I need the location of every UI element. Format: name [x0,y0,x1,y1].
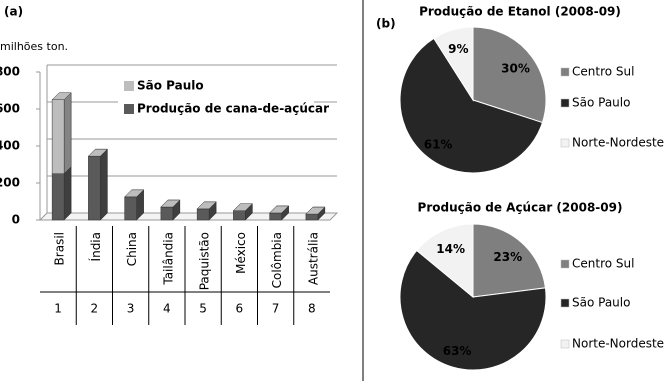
pie-title: Produção de Açúcar (2008-09) [418,201,623,215]
y-tick-label: 600 [0,102,20,116]
bar [124,196,137,221]
pie-value-label: 61% [424,137,453,151]
y-tick-label: 800 [0,65,20,79]
bar-side [63,92,72,175]
pie-slice [399,249,547,371]
bar [196,208,210,221]
y-tick-label: 200 [0,176,20,190]
legend-label: Produção de cana-de-açúcar [137,102,329,116]
floor [38,212,339,221]
bar [51,173,65,221]
y-axis-label: milhões ton. [0,40,68,53]
bar [233,210,246,221]
legend-label: Centro Sul [572,257,634,271]
category-number: 2 [91,302,99,316]
bar-side [100,148,108,221]
legend-label: São Paulo [572,96,630,110]
bar-top [51,92,72,100]
pie-value-label: 14% [436,242,465,256]
pie-slice [399,37,544,174]
bar-top [160,199,181,208]
legend-swatch [560,138,570,148]
pie-slice [416,223,474,299]
legend-label: Norte-Nordeste [572,337,664,351]
panel-label: (a) [4,5,23,19]
category-number: 3 [127,302,135,316]
legend-swatch [560,259,570,269]
x-tick-label: Paquistão [198,232,212,290]
x-tick-label: Brasil [53,232,67,265]
bar [51,99,65,174]
pie-slice [472,223,546,298]
category-number: 7 [272,302,280,316]
x-tick-label: México [234,232,248,274]
category-number: 5 [199,302,207,316]
legend-label: São Paulo [572,296,630,310]
category-number: 6 [236,302,244,316]
category-number: 8 [308,302,316,316]
legend-label: São Paulo [137,79,204,93]
bar [269,212,282,221]
legend-swatch [560,298,570,308]
bar [305,213,319,221]
x-tick-label: China [125,232,139,266]
legend-swatch [124,104,134,114]
category-number: 4 [163,302,171,316]
pie-value-label: 9% [448,42,468,56]
bar-top [269,205,290,214]
pie-slice [433,26,474,102]
legend-swatch [560,98,570,108]
legend-swatch [124,81,134,91]
bar-top [87,148,108,157]
bar [88,155,101,221]
bar [160,206,174,221]
panel-label: (b) [376,17,396,31]
x-tick-label: Índia [88,232,103,261]
bar-top [232,203,253,211]
pie-title: Produção de Etanol (2008-09) [419,5,621,19]
legend-box [118,74,314,120]
x-tick-label: Tailândia [161,232,175,286]
pie-value-label: 30% [501,62,530,76]
legend-swatch [560,339,570,349]
pie-slice [472,26,547,124]
bar-top [124,189,145,198]
bar-top [196,201,217,210]
legend-swatch [560,67,570,77]
pie-value-label: 23% [493,250,522,264]
y-tick-label: 400 [0,139,20,153]
bar-top [305,206,326,215]
legend-label: Centro Sul [572,65,634,79]
y-tick-label: 0 [12,213,20,227]
x-tick-label: Colômbia [270,232,284,288]
pie-value-label: 63% [443,344,472,358]
category-number: 1 [54,302,62,316]
legend-label: Norte-Nordeste [572,136,664,150]
bar-side [63,166,72,221]
x-tick-label: Austrália [306,232,320,285]
